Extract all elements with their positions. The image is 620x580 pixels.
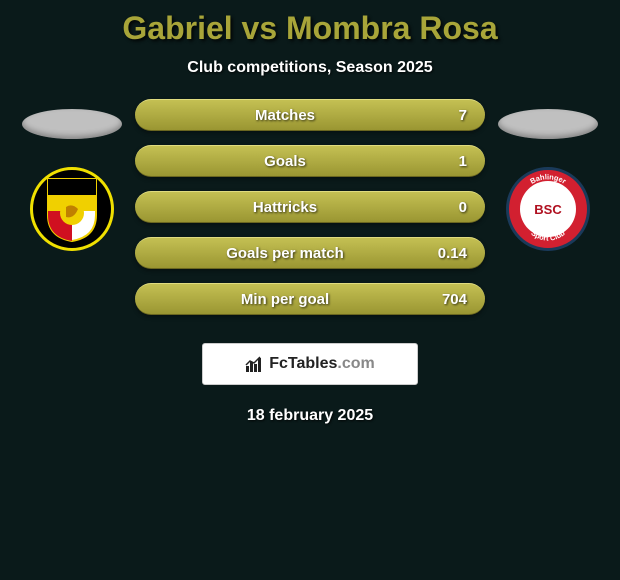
crest-ring-text-icon: Bahlinger Sport Club [509, 170, 587, 248]
stat-label: Goals [153, 153, 417, 170]
footer-logo: FcTables.com [202, 343, 418, 385]
footer-brand: FcTables.com [269, 355, 375, 373]
stat-label: Goals per match [153, 245, 417, 262]
stat-value: 704 [417, 291, 467, 308]
stat-bar: Goals 1 [135, 145, 485, 177]
footer-brand-suffix: .com [337, 355, 374, 372]
stat-bar: Matches 7 [135, 99, 485, 131]
right-column: Bahlinger Sport Club BSC [493, 99, 603, 251]
footer-brand-text: FcTables [269, 355, 337, 372]
left-column [17, 99, 127, 251]
svg-text:Bahlinger: Bahlinger [528, 172, 567, 186]
stat-bar: Goals per match 0.14 [135, 237, 485, 269]
stats-column: Matches 7 Goals 1 Hattricks 0 Goals per … [135, 99, 485, 315]
container: Gabriel vs Mombra Rosa Club competitions… [0, 0, 620, 425]
team-crest-left [30, 167, 114, 251]
placeholder-ellipse-right [498, 109, 598, 139]
stat-value: 0 [417, 199, 467, 216]
shield-icon [44, 175, 100, 243]
stat-value: 1 [417, 153, 467, 170]
svg-text:Sport Club: Sport Club [529, 228, 567, 242]
page-subtitle: Club competitions, Season 2025 [0, 59, 620, 77]
stat-label: Min per goal [153, 291, 417, 308]
stat-value: 7 [417, 107, 467, 124]
footer-date: 18 february 2025 [0, 407, 620, 425]
stat-bar: Min per goal 704 [135, 283, 485, 315]
page-title: Gabriel vs Mombra Rosa [0, 10, 620, 47]
stat-bar: Hattricks 0 [135, 191, 485, 223]
content-row: Matches 7 Goals 1 Hattricks 0 Goals per … [0, 99, 620, 315]
placeholder-ellipse-left [22, 109, 122, 139]
stat-label: Hattricks [153, 199, 417, 216]
stat-value: 0.14 [417, 245, 467, 262]
team-crest-right: Bahlinger Sport Club BSC [506, 167, 590, 251]
bar-chart-icon [245, 354, 265, 374]
stat-label: Matches [153, 107, 417, 124]
